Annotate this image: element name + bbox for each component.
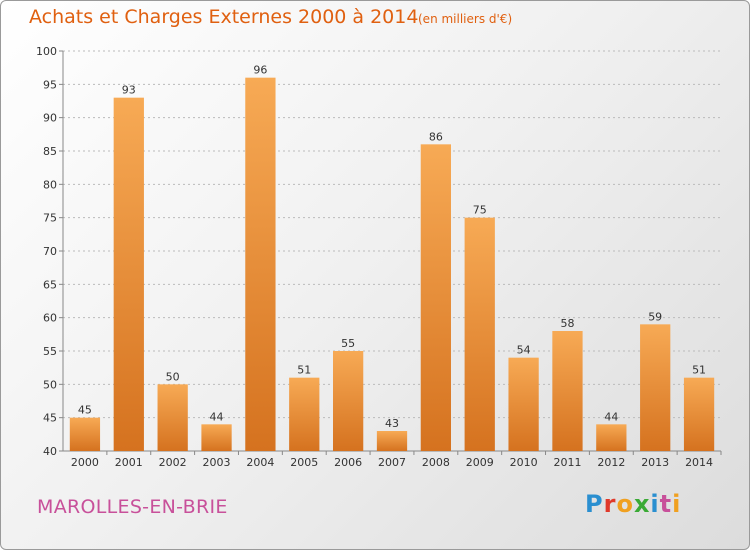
logo-letter: o — [616, 490, 634, 518]
x-tick-label: 2010 — [510, 456, 538, 469]
bar-value-label: 86 — [429, 130, 443, 143]
chart-subtitle: (en milliers d'€) — [418, 12, 513, 26]
bar-value-label: 96 — [253, 64, 267, 77]
bar — [420, 144, 452, 452]
logo-letter: r — [603, 490, 617, 518]
proxiti-logo[interactable]: Proxiti — [585, 490, 681, 518]
bar — [596, 424, 627, 451]
y-tick-label: 50 — [43, 378, 57, 391]
logo-letter: i — [672, 490, 682, 518]
bar — [245, 77, 276, 452]
y-tick-label: 45 — [43, 412, 57, 425]
logo-letter: i — [650, 490, 660, 518]
x-tick-label: 2013 — [641, 456, 669, 469]
x-tick-label: 2006 — [334, 456, 362, 469]
bar-value-label: 54 — [517, 344, 531, 357]
bar-value-label: 44 — [210, 410, 224, 423]
bar-value-label: 75 — [473, 204, 487, 217]
x-tick-label: 2002 — [159, 456, 187, 469]
bar-value-label: 93 — [122, 84, 136, 97]
x-tick-label: 2001 — [115, 456, 143, 469]
y-tick-label: 100 — [36, 45, 57, 58]
location-label: MAROLLES-EN-BRIE — [37, 496, 228, 518]
x-tick-label: 2014 — [685, 456, 713, 469]
y-tick-label: 60 — [43, 312, 57, 325]
y-tick-label: 75 — [43, 212, 57, 225]
bar-value-label: 51 — [297, 364, 311, 377]
chart-title: Achats et Charges Externes 2000 à 2014 — [29, 6, 419, 28]
x-tick-label: 2008 — [422, 456, 450, 469]
y-tick-label: 95 — [43, 78, 57, 91]
bar — [552, 331, 583, 451]
x-tick-label: 2004 — [246, 456, 274, 469]
y-tick-label: 40 — [43, 445, 57, 458]
y-tick-label: 85 — [43, 145, 57, 158]
bar-value-label: 55 — [341, 337, 355, 350]
labels: 40 45 50 55 60 65 70 75 80 85 90 95 100 45 2000 93 2001 5… — [36, 45, 713, 469]
x-tick-label: 2000 — [71, 456, 99, 469]
bar-value-label: 50 — [166, 370, 180, 383]
bar — [640, 324, 671, 451]
bar — [289, 377, 320, 451]
logo-letter: t — [659, 490, 673, 518]
y-tick-label: 65 — [43, 278, 57, 291]
bar — [464, 217, 495, 451]
bar — [201, 424, 232, 451]
logo-letter: P — [585, 490, 604, 518]
bar — [508, 357, 539, 451]
bar-value-label: 44 — [604, 410, 618, 423]
logo-letter: x — [633, 490, 651, 518]
x-tick-label: 2007 — [378, 456, 406, 469]
x-tick-label: 2005 — [290, 456, 318, 469]
bars — [69, 77, 715, 452]
bar-value-label: 58 — [560, 317, 574, 330]
bar-value-label: 43 — [385, 417, 399, 430]
bar — [69, 417, 101, 451]
y-tick-label: 90 — [43, 112, 57, 125]
bar — [683, 377, 715, 451]
bar-value-label: 45 — [78, 404, 92, 417]
bar — [113, 97, 144, 452]
x-tick-label: 2011 — [553, 456, 581, 469]
y-tick-label: 70 — [43, 245, 57, 258]
x-tick-label: 2009 — [466, 456, 494, 469]
x-tick-label: 2003 — [203, 456, 231, 469]
bar — [157, 384, 188, 451]
bar — [376, 431, 408, 451]
bar-value-label: 51 — [692, 364, 706, 377]
x-tick-label: 2012 — [597, 456, 625, 469]
bar-value-label: 59 — [648, 310, 662, 323]
y-tick-label: 55 — [43, 345, 57, 358]
y-tick-label: 80 — [43, 178, 57, 191]
bar — [332, 351, 364, 451]
